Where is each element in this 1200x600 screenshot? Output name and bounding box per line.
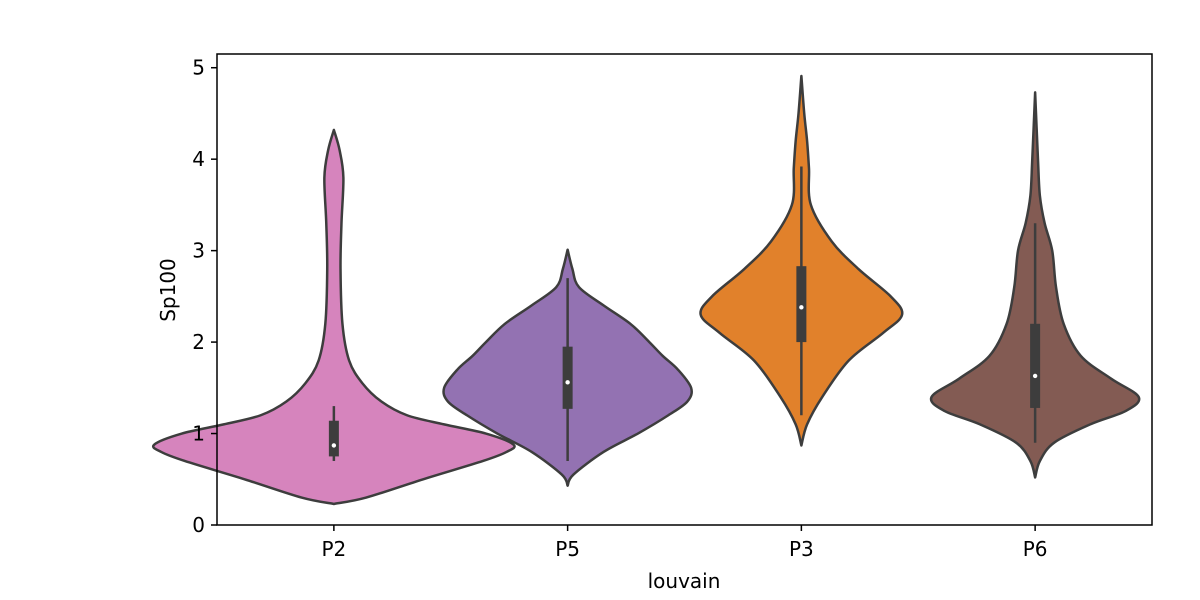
x-tick-label-p6: P6 — [1023, 537, 1048, 561]
violin-p6 — [929, 91, 1141, 479]
y-tick-label-5: 5 — [192, 56, 205, 80]
median-marker-p2 — [331, 443, 337, 448]
violin-p2 — [151, 128, 516, 506]
median-marker-p5 — [565, 380, 570, 385]
x-tick-label-p5: P5 — [555, 537, 580, 561]
plot-frame — [216, 53, 1153, 526]
x-axis-label: louvain — [648, 569, 721, 593]
iqr-box-p5 — [562, 346, 573, 409]
y-tick-label-2: 2 — [192, 330, 205, 354]
iqr-box-p6 — [1030, 323, 1041, 408]
median-marker-p3 — [799, 305, 804, 310]
x-tick-label-p3: P3 — [789, 537, 814, 561]
y-tick-label-4: 4 — [192, 147, 205, 171]
violin-p5 — [442, 248, 693, 487]
violins-layer — [151, 74, 1141, 506]
y-tick-label-1: 1 — [192, 422, 205, 446]
median-marker-p6 — [1032, 373, 1038, 379]
y-tick-label-0: 0 — [192, 513, 205, 537]
violin-p3 — [699, 74, 904, 447]
y-axis: 0 1 2 3 4 5 — [192, 56, 217, 537]
y-axis-label: Sp100 — [156, 258, 180, 322]
iqr-box-p2 — [328, 420, 339, 457]
x-axis: P2 P5 P3 P6 — [321, 525, 1048, 561]
iqr-box-p3 — [796, 266, 807, 343]
y-tick-label-3: 3 — [192, 239, 205, 263]
x-tick-label-p2: P2 — [321, 537, 346, 561]
violin-body-p2 — [151, 128, 516, 506]
